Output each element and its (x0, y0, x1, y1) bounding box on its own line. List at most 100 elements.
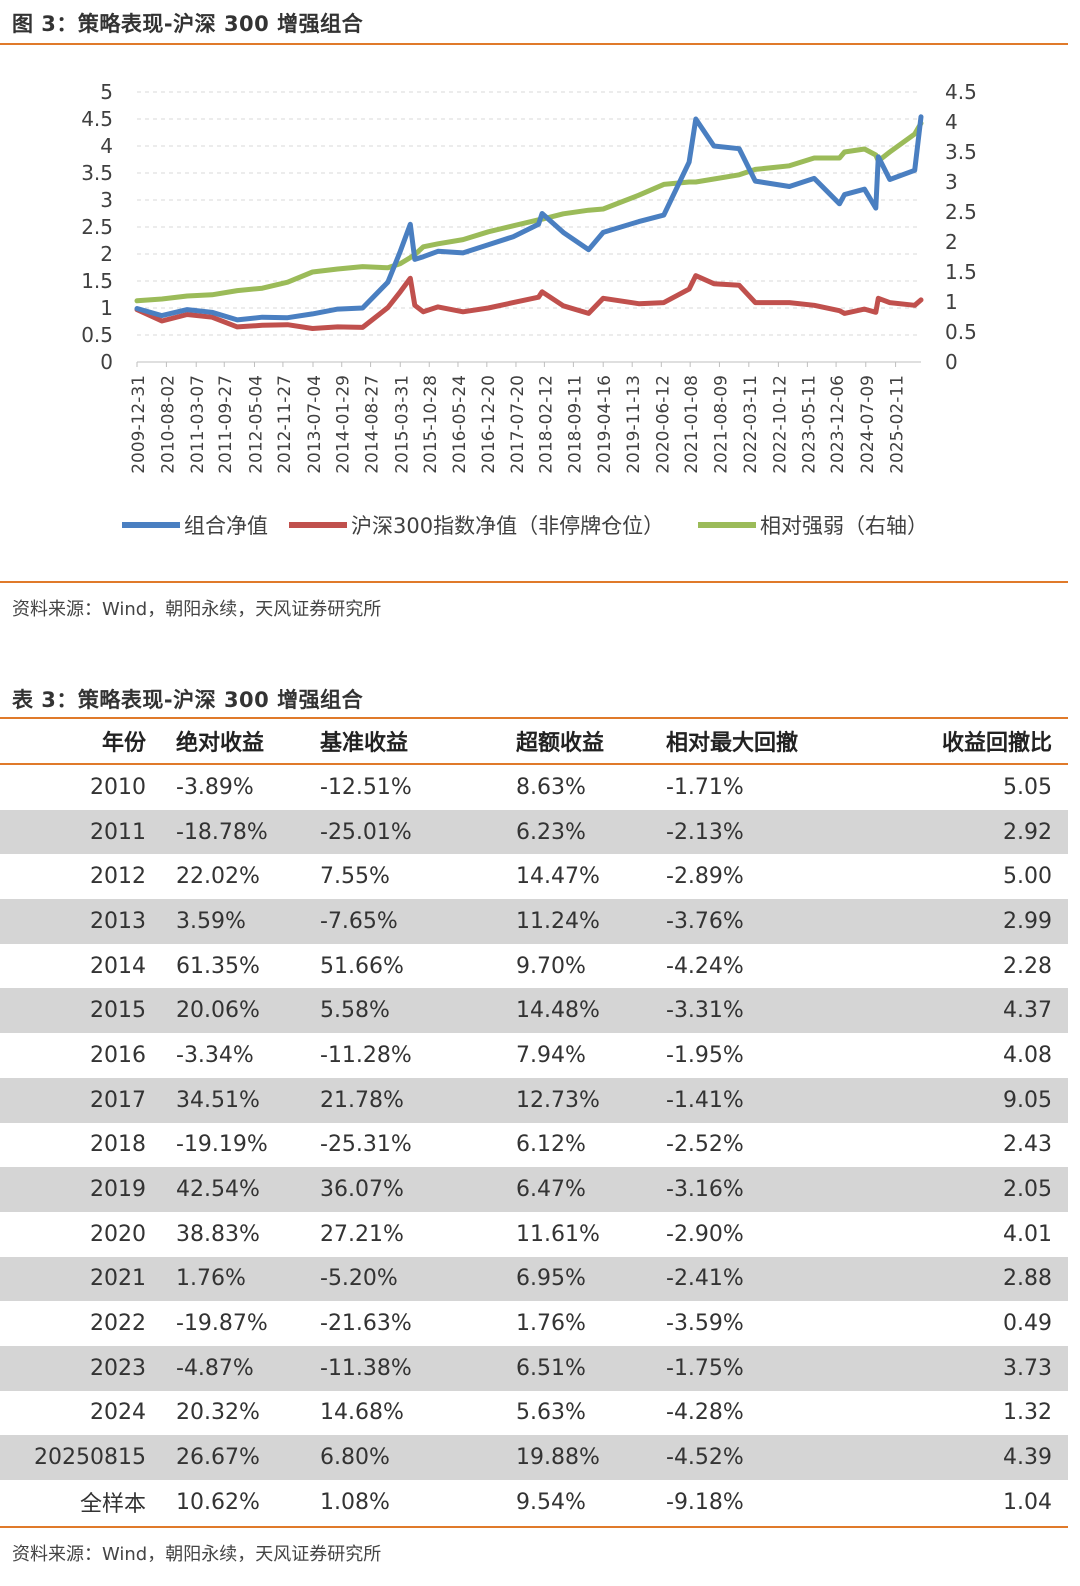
x-tick-label: 2016-12-20 (479, 375, 499, 474)
x-tick-label: 2018-02-12 (536, 375, 556, 474)
left-tick-label: 5 (100, 80, 113, 104)
cell-absolute-return: 22.02% (176, 864, 260, 890)
x-tick-label: 2014-08-27 (363, 375, 383, 474)
cell-return-drawdown-ratio: 5.00 (1003, 864, 1052, 890)
x-tick-label: 2009-12-31 (129, 375, 149, 474)
cell-year: 2017 (0, 1077, 176, 1123)
cell-absolute-return: 26.67% (176, 1435, 320, 1480)
cell-year: 2012 (90, 864, 146, 890)
cell-year: 2021 (0, 1256, 176, 1302)
cell-max-drawdown: -3.16% (666, 1167, 846, 1212)
cell-year: 2020 (90, 1221, 146, 1247)
cell-max-drawdown: -2.89% (666, 864, 744, 890)
cell-benchmark-return: -5.20% (320, 1256, 516, 1302)
cell-max-drawdown: -2.13% (666, 809, 846, 855)
cell-benchmark-return: 27.21% (320, 1221, 404, 1247)
right-tick-label: 1.5 (945, 260, 977, 284)
header-max-drawdown: 相对最大回撤 (666, 719, 846, 765)
right-tick-label: 0 (945, 350, 958, 374)
left-tick-label: 1.5 (81, 269, 113, 293)
cell-benchmark-return: -11.28% (320, 1042, 412, 1068)
cell-excess-return: 6.12% (516, 1132, 586, 1158)
cell-absolute-return: 61.35% (176, 953, 260, 979)
cell-absolute-return: 20.32% (176, 1400, 260, 1426)
cell-max-drawdown: -4.24% (666, 953, 744, 979)
cell-excess-return: 5.63% (516, 1400, 586, 1426)
index-nav-line (134, 273, 924, 331)
cell-absolute-return: -4.87% (176, 1345, 320, 1391)
table-row: 2015 20.06% 5.58% 14.48% -3.31% 4.37 (0, 988, 1068, 1034)
table-top-rule (0, 717, 1068, 719)
cell-excess-return: 8.63% (516, 774, 586, 800)
right-tick-label: 3 (945, 170, 958, 194)
cell-return-drawdown-ratio: 4.39 (846, 1435, 1068, 1480)
left-tick-label: 2 (100, 242, 113, 266)
cell-return-drawdown-ratio: 2.28 (1003, 953, 1052, 979)
x-tick-label: 2021-01-08 (682, 375, 702, 474)
right-axis-ticks: 0 0.5 1 1.5 2 2.5 3 3.5 4 4.5 (945, 80, 977, 374)
table-row: 2018 -19.19% -25.31% 6.12% -2.52% 2.43 (0, 1123, 1068, 1168)
cell-year: 20250815 (0, 1435, 176, 1480)
cell-max-drawdown: -9.18% (666, 1489, 744, 1515)
performance-table: 年份 绝对收益 基准收益 超额收益 相对最大回撤 收益回撤比 2010 -3.89… (0, 719, 1068, 1525)
cell-max-drawdown: -3.59% (666, 1311, 744, 1337)
legend-relative-label: 相对强弱（右轴） (760, 514, 928, 538)
cell-benchmark-return: 7.55% (320, 864, 390, 890)
left-tick-label: 3 (100, 188, 113, 212)
x-tick-label: 2025-02-11 (888, 375, 908, 474)
header-absolute-return: 绝对收益 (176, 719, 320, 765)
x-tick-label: 2024-07-09 (858, 375, 878, 474)
cell-return-drawdown-ratio: 5.05 (1003, 774, 1052, 800)
left-tick-label: 4.5 (81, 107, 113, 131)
table-row: 2022 -19.87% -21.63% 1.76% -3.59% 0.49 (0, 1301, 1068, 1346)
left-tick-label: 0 (100, 350, 113, 374)
x-tick-label: 2013-07-04 (305, 375, 325, 474)
cell-absolute-return: -3.34% (176, 1042, 254, 1068)
table-title: 表 3：策略表现-沪深 300 增强组合 (12, 688, 364, 712)
right-tick-label: 4.5 (945, 80, 977, 104)
x-tick-label: 2022-10-12 (770, 375, 790, 474)
cell-benchmark-return: -12.51% (320, 774, 412, 800)
cell-excess-return: 9.70% (516, 953, 586, 979)
x-tick-label: 2012-11-27 (275, 375, 295, 474)
header-benchmark-return: 基准收益 (320, 719, 516, 765)
cell-max-drawdown: -2.90% (666, 1221, 744, 1247)
x-tick-label: 2022-03-11 (741, 375, 761, 474)
cell-benchmark-return: 21.78% (320, 1077, 516, 1123)
x-tick-label: 2015-03-31 (392, 375, 412, 474)
cell-absolute-return: -19.19% (176, 1132, 268, 1158)
cell-excess-return: 7.94% (516, 1042, 586, 1068)
cell-excess-return: 6.23% (516, 809, 666, 855)
x-tick-label: 2023-05-11 (799, 375, 819, 474)
cell-absolute-return: 1.76% (176, 1256, 320, 1302)
header-excess-return: 超额收益 (516, 719, 666, 765)
x-axis-ticks: 2009-12-31 2010-08-02 2011-03-07 2011-09-27… (129, 362, 908, 474)
cell-max-drawdown: -2.41% (666, 1256, 846, 1302)
cell-year: 2014 (90, 953, 146, 979)
cell-max-drawdown: -3.31% (666, 988, 846, 1034)
cell-benchmark-return: -25.31% (320, 1132, 412, 1158)
cell-year: 2023 (0, 1345, 176, 1391)
table-row: 2013 3.59% -7.65% 11.24% -3.76% 2.99 (0, 899, 1068, 944)
chart-legend: 组合净值 沪深300指数净值（非停牌仓位） 相对强弱（右轴） (122, 514, 928, 538)
cell-year: 2010 (90, 774, 146, 800)
cell-benchmark-return: 14.68% (320, 1400, 404, 1426)
cell-year: 2018 (90, 1132, 146, 1158)
x-tick-label: 2012-05-04 (246, 375, 266, 474)
cell-max-drawdown: -4.52% (666, 1435, 846, 1480)
cell-excess-return: 1.76% (516, 1311, 586, 1337)
cell-absolute-return: 34.51% (176, 1077, 320, 1123)
cell-absolute-return: 38.83% (176, 1221, 260, 1247)
left-axis-ticks: 0 0.5 1 1.5 2 2.5 3 3.5 4 4.5 5 (81, 80, 113, 374)
figure-title: 图 3：策略表现-沪深 300 增强组合 (12, 12, 364, 36)
cell-return-drawdown-ratio: 4.01 (1003, 1221, 1052, 1247)
cell-absolute-return: -3.89% (176, 774, 254, 800)
chart-series-lines (134, 114, 924, 331)
cell-year: 2024 (90, 1400, 146, 1426)
cell-return-drawdown-ratio: 2.99 (846, 899, 1068, 944)
cell-max-drawdown: -2.52% (666, 1132, 744, 1158)
x-tick-label: 2016-05-24 (450, 375, 470, 474)
x-tick-label: 2018-09-11 (565, 375, 585, 474)
header-return-drawdown-ratio: 收益回撤比 (846, 719, 1068, 765)
x-tick-label: 2010-08-02 (158, 375, 178, 474)
